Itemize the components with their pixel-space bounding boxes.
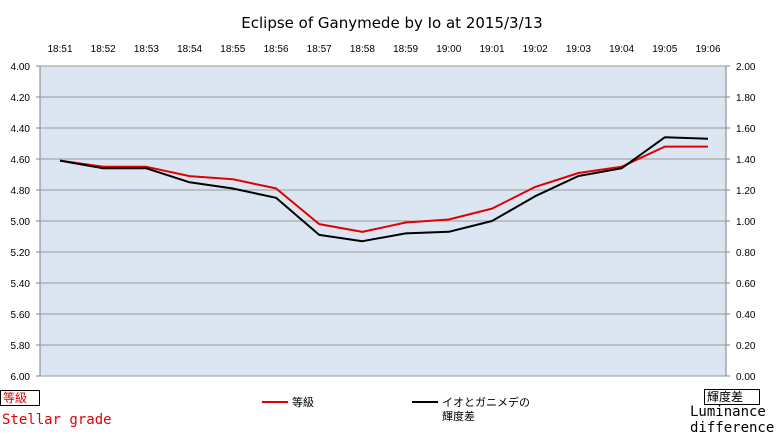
x-axis-tick-label: 18:51 <box>47 44 72 55</box>
x-axis-tick-label: 18:56 <box>263 44 288 55</box>
x-axis-tick-label: 18:53 <box>134 44 159 55</box>
luminance-caption-line2: difference <box>690 420 775 436</box>
series-line-luminance-difference <box>59 136 709 243</box>
luminance-caption-line1: Luminance <box>690 404 766 420</box>
x-axis-tick-label: 18:59 <box>393 44 418 55</box>
legend-label-luminance-difference-line2: 輝度差 <box>442 409 475 423</box>
right-axis: 2.00 1.80 1.60 1.40 1.20 1.00 0.80 0.60 0.40 0.20… <box>726 62 756 383</box>
legend: 等級 イオとガニメデの 輝度差 <box>262 395 530 423</box>
right-axis-tick-label: 1.20 <box>736 186 756 197</box>
x-axis-tick-label: 18:55 <box>220 44 245 55</box>
series-line-stellar-grade <box>59 145 708 233</box>
right-axis-tick-label: 0.20 <box>736 341 756 352</box>
left-axis-tick-label: 5.60 <box>11 310 31 321</box>
x-axis-tick-label: 19:03 <box>566 44 591 55</box>
x-axis-tick-label: 18:52 <box>91 44 116 55</box>
x-axis-tick-label: 19:04 <box>609 44 634 55</box>
right-axis-tick-label: 1.60 <box>736 124 756 135</box>
left-axis-tick-label: 5.40 <box>11 279 31 290</box>
left-axis-tick-label: 4.20 <box>11 93 31 104</box>
left-axis-tick-label: 5.20 <box>11 248 31 259</box>
right-axis-tick-label: 1.40 <box>736 155 756 166</box>
left-axis-tick-label: 5.00 <box>11 217 31 228</box>
right-axis-tick-label: 0.60 <box>736 279 756 290</box>
x-axis-tick-label: 18:54 <box>177 44 202 55</box>
legend-label-luminance-difference-line1: イオとガニメデの <box>442 395 530 409</box>
legend-label-stellar-grade: 等級 <box>292 395 314 409</box>
x-axis-tick-label: 19:02 <box>523 44 548 55</box>
right-axis-tick-label: 0.00 <box>736 372 756 383</box>
x-axis-tick-labels: 18:51 18:52 18:53 18:54 18:55 18:56 18:57 18:58… <box>47 44 720 55</box>
x-axis-tick-label: 18:58 <box>350 44 375 55</box>
left-axis-tick-label: 6.00 <box>11 372 31 383</box>
chart-title: Eclipse of Ganymede by Io at 2015/3/13 <box>241 14 542 32</box>
stellar-grade-caption: Stellar grade <box>2 412 112 428</box>
right-axis-tick-label: 1.80 <box>736 93 756 104</box>
series-lines <box>59 136 709 243</box>
x-axis-tick-label: 19:05 <box>652 44 677 55</box>
x-axis-tick-label: 19:06 <box>695 44 720 55</box>
left-axis-tick-label: 4.60 <box>11 155 31 166</box>
left-axis-title-box: 等級 <box>0 390 40 406</box>
right-axis-tick-label: 0.40 <box>736 310 756 321</box>
right-axis-tick-label: 2.00 <box>736 62 756 73</box>
left-axis-tick-label: 5.80 <box>11 341 31 352</box>
x-axis-tick-label: 19:00 <box>436 44 461 55</box>
left-axis: 4.00 4.20 4.40 4.60 4.80 5.00 5.20 5.40 5.60 5.80… <box>11 62 40 383</box>
right-axis-tick-label: 1.00 <box>736 217 756 228</box>
left-axis-tick-label: 4.40 <box>11 124 31 135</box>
luminance-difference-caption: Luminance difference <box>690 404 774 436</box>
right-axis-title-box: 輝度差 <box>704 389 760 405</box>
grid-lines <box>40 65 726 377</box>
x-axis-tick-label: 19:01 <box>479 44 504 55</box>
right-axis-tick-label: 0.80 <box>736 248 756 259</box>
x-axis-tick-label: 18:57 <box>307 44 332 55</box>
left-axis-tick-label: 4.00 <box>11 62 31 73</box>
left-axis-tick-label: 4.80 <box>11 186 31 197</box>
